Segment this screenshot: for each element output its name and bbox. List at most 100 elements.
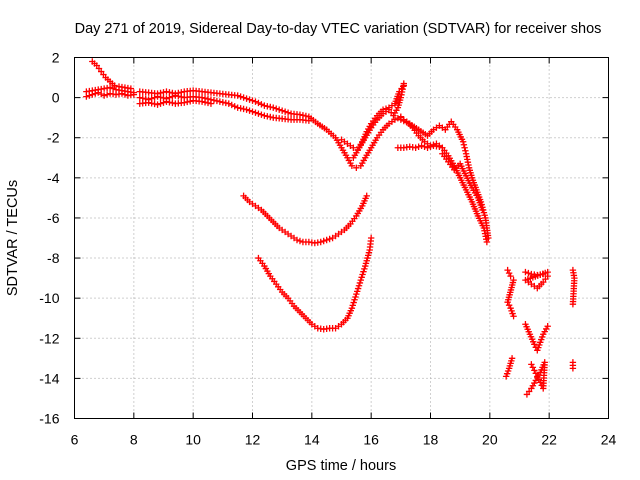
data-point (184, 98, 191, 106)
data-point (356, 279, 364, 287)
data-point (361, 265, 368, 273)
data-point (317, 238, 324, 246)
data-point (216, 98, 224, 105)
data-point (261, 102, 268, 109)
data-point (252, 98, 259, 105)
data-point (157, 94, 164, 101)
data-point (181, 99, 188, 106)
data-point (400, 80, 407, 87)
data-point (418, 142, 425, 149)
y-tick-label: 0 (52, 90, 60, 106)
data-point (258, 101, 265, 108)
data-point (348, 162, 356, 169)
data-point (264, 103, 271, 110)
data-point (204, 99, 212, 107)
data-point (510, 313, 517, 320)
x-axis-label: GPS time / hours (286, 458, 396, 474)
x-tick-label: 24 (601, 432, 617, 448)
data-point (305, 117, 313, 124)
data-point (240, 105, 247, 113)
data-point (234, 104, 241, 111)
data-point (504, 266, 511, 274)
data-point (349, 302, 356, 309)
data-point (525, 269, 532, 277)
data-point (252, 109, 259, 116)
data-point (284, 109, 292, 116)
data-point (529, 364, 537, 371)
series-arc-main-3 (136, 97, 215, 108)
data-point (367, 234, 375, 242)
data-point (213, 97, 221, 105)
data-point (354, 288, 361, 295)
x-tick-label: 8 (130, 432, 138, 448)
data-point (352, 293, 359, 301)
data-point (355, 282, 363, 289)
data-point (461, 144, 468, 151)
data-point (89, 91, 96, 98)
series-cluster-21.6-b (522, 321, 551, 398)
data-point (240, 94, 247, 101)
data-point (237, 105, 244, 112)
data-point (172, 92, 179, 99)
data-point (360, 268, 367, 275)
data-point (485, 234, 492, 242)
data-point (363, 192, 370, 200)
y-tick-label: -8 (47, 250, 60, 266)
data-point (459, 138, 467, 145)
plot-frame (74, 57, 609, 419)
data-point (354, 285, 362, 292)
y-tick-label: -14 (39, 370, 59, 386)
data-point (267, 103, 274, 111)
data-point (243, 95, 250, 102)
data-point (222, 99, 229, 107)
data-point (483, 238, 491, 246)
data-point (106, 84, 114, 91)
y-tick-label: 2 (52, 50, 60, 66)
data-point (460, 141, 468, 148)
data-point (358, 274, 365, 281)
data-point (278, 107, 286, 114)
data-point (166, 89, 173, 96)
y-tick-label: -6 (47, 210, 60, 226)
data-point (187, 98, 194, 105)
series-cluster-22.8 (569, 266, 578, 372)
series-arc-start (89, 58, 135, 92)
data-point (169, 99, 176, 107)
chart-title: Day 271 of 2019, Sidereal Day-to-day VTE… (75, 21, 602, 37)
x-tick-label: 12 (245, 432, 261, 448)
data-point (348, 304, 356, 312)
data-point (207, 100, 215, 107)
data-point (92, 90, 99, 97)
data-point (479, 206, 486, 214)
data-point (118, 90, 126, 97)
data-point (507, 272, 514, 280)
data-point (424, 144, 431, 151)
x-tick-label: 10 (185, 432, 201, 448)
series-arc-late (397, 114, 491, 246)
data-point (353, 164, 360, 172)
data-point (198, 98, 206, 105)
data-point (320, 237, 327, 245)
data-point (178, 93, 185, 101)
data-point (163, 98, 170, 105)
data-point (145, 99, 152, 106)
data-point (98, 90, 105, 98)
data-point (148, 100, 155, 107)
data-point (103, 91, 111, 98)
series-arc-rise-2 (350, 80, 407, 161)
data-point (151, 100, 158, 108)
data-point (427, 143, 434, 150)
plot-grid (74, 57, 609, 419)
data-point (249, 97, 256, 104)
data-point (246, 107, 253, 114)
x-tick-label: 14 (304, 432, 320, 448)
data-point (136, 94, 143, 101)
data-point (154, 93, 161, 100)
data-point (544, 272, 551, 280)
data-point (528, 361, 535, 368)
y-tick-label: -10 (39, 290, 59, 306)
y-tick-label: -12 (39, 330, 59, 346)
x-tick-label: 20 (482, 432, 498, 448)
series-arc-late-flat (394, 142, 443, 151)
